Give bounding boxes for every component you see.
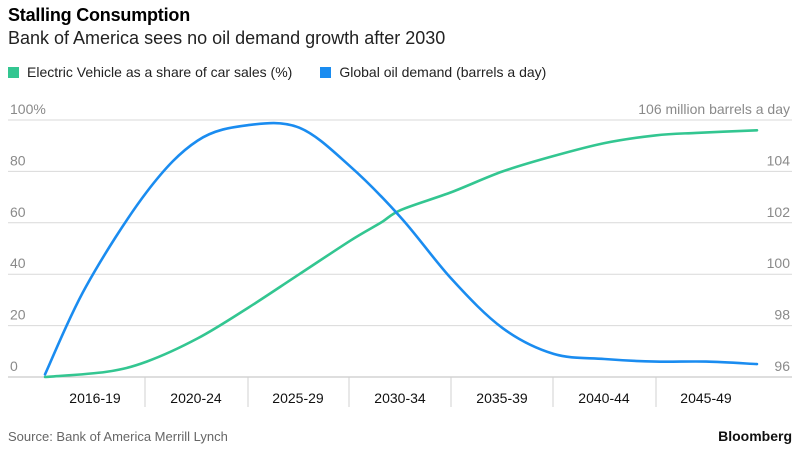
x-tick-label: 2035-39 xyxy=(476,390,528,406)
x-tick-label: 2016-19 xyxy=(69,390,121,406)
x-tick-label: 2040-44 xyxy=(578,390,630,406)
chart-subtitle: Bank of America sees no oil demand growt… xyxy=(8,28,446,48)
y-left-tick-label: 100% xyxy=(10,101,46,117)
legend-label-ev-share: Electric Vehicle as a share of car sales… xyxy=(27,64,293,80)
y-right-tick-label: 100 xyxy=(767,255,791,271)
legend-label-oil-demand: Global oil demand (barrels a day) xyxy=(339,64,547,80)
x-tick-label: 2045-49 xyxy=(680,390,732,406)
y-left-tick-label: 60 xyxy=(10,204,26,220)
y-right-tick-label: 98 xyxy=(774,307,790,323)
y-right-tick-label: 104 xyxy=(767,152,791,168)
x-tick-label: 2020-24 xyxy=(170,390,222,406)
y-right-tick-label: 96 xyxy=(774,358,790,374)
y-left-tick-label: 0 xyxy=(10,358,18,374)
y-right-tick-label: 106 million barrels a day xyxy=(638,101,790,117)
y-left-tick-label: 80 xyxy=(10,152,26,168)
chart-title: Stalling Consumption xyxy=(8,5,190,25)
x-tick-label: 2025-29 xyxy=(272,390,324,406)
source-note: Source: Bank of America Merrill Lynch xyxy=(8,429,228,444)
series-line-ev-share xyxy=(43,129,759,379)
legend-item-ev-share: Electric Vehicle as a share of car sales… xyxy=(8,64,292,80)
series-line-oil-demand xyxy=(43,121,759,376)
y-left-tick-label: 20 xyxy=(10,307,26,323)
y-right-tick-label: 102 xyxy=(767,204,791,220)
bloomberg-logo: Bloomberg xyxy=(718,428,792,444)
legend-swatch-ev-share xyxy=(8,66,19,78)
legend-item-oil-demand: Global oil demand (barrels a day) xyxy=(320,64,546,80)
legend: Electric Vehicle as a share of car sales… xyxy=(8,64,546,80)
y-left-tick-label: 40 xyxy=(10,255,26,271)
legend-swatch-oil-demand xyxy=(320,66,332,78)
x-tick-label: 2030-34 xyxy=(374,390,426,406)
